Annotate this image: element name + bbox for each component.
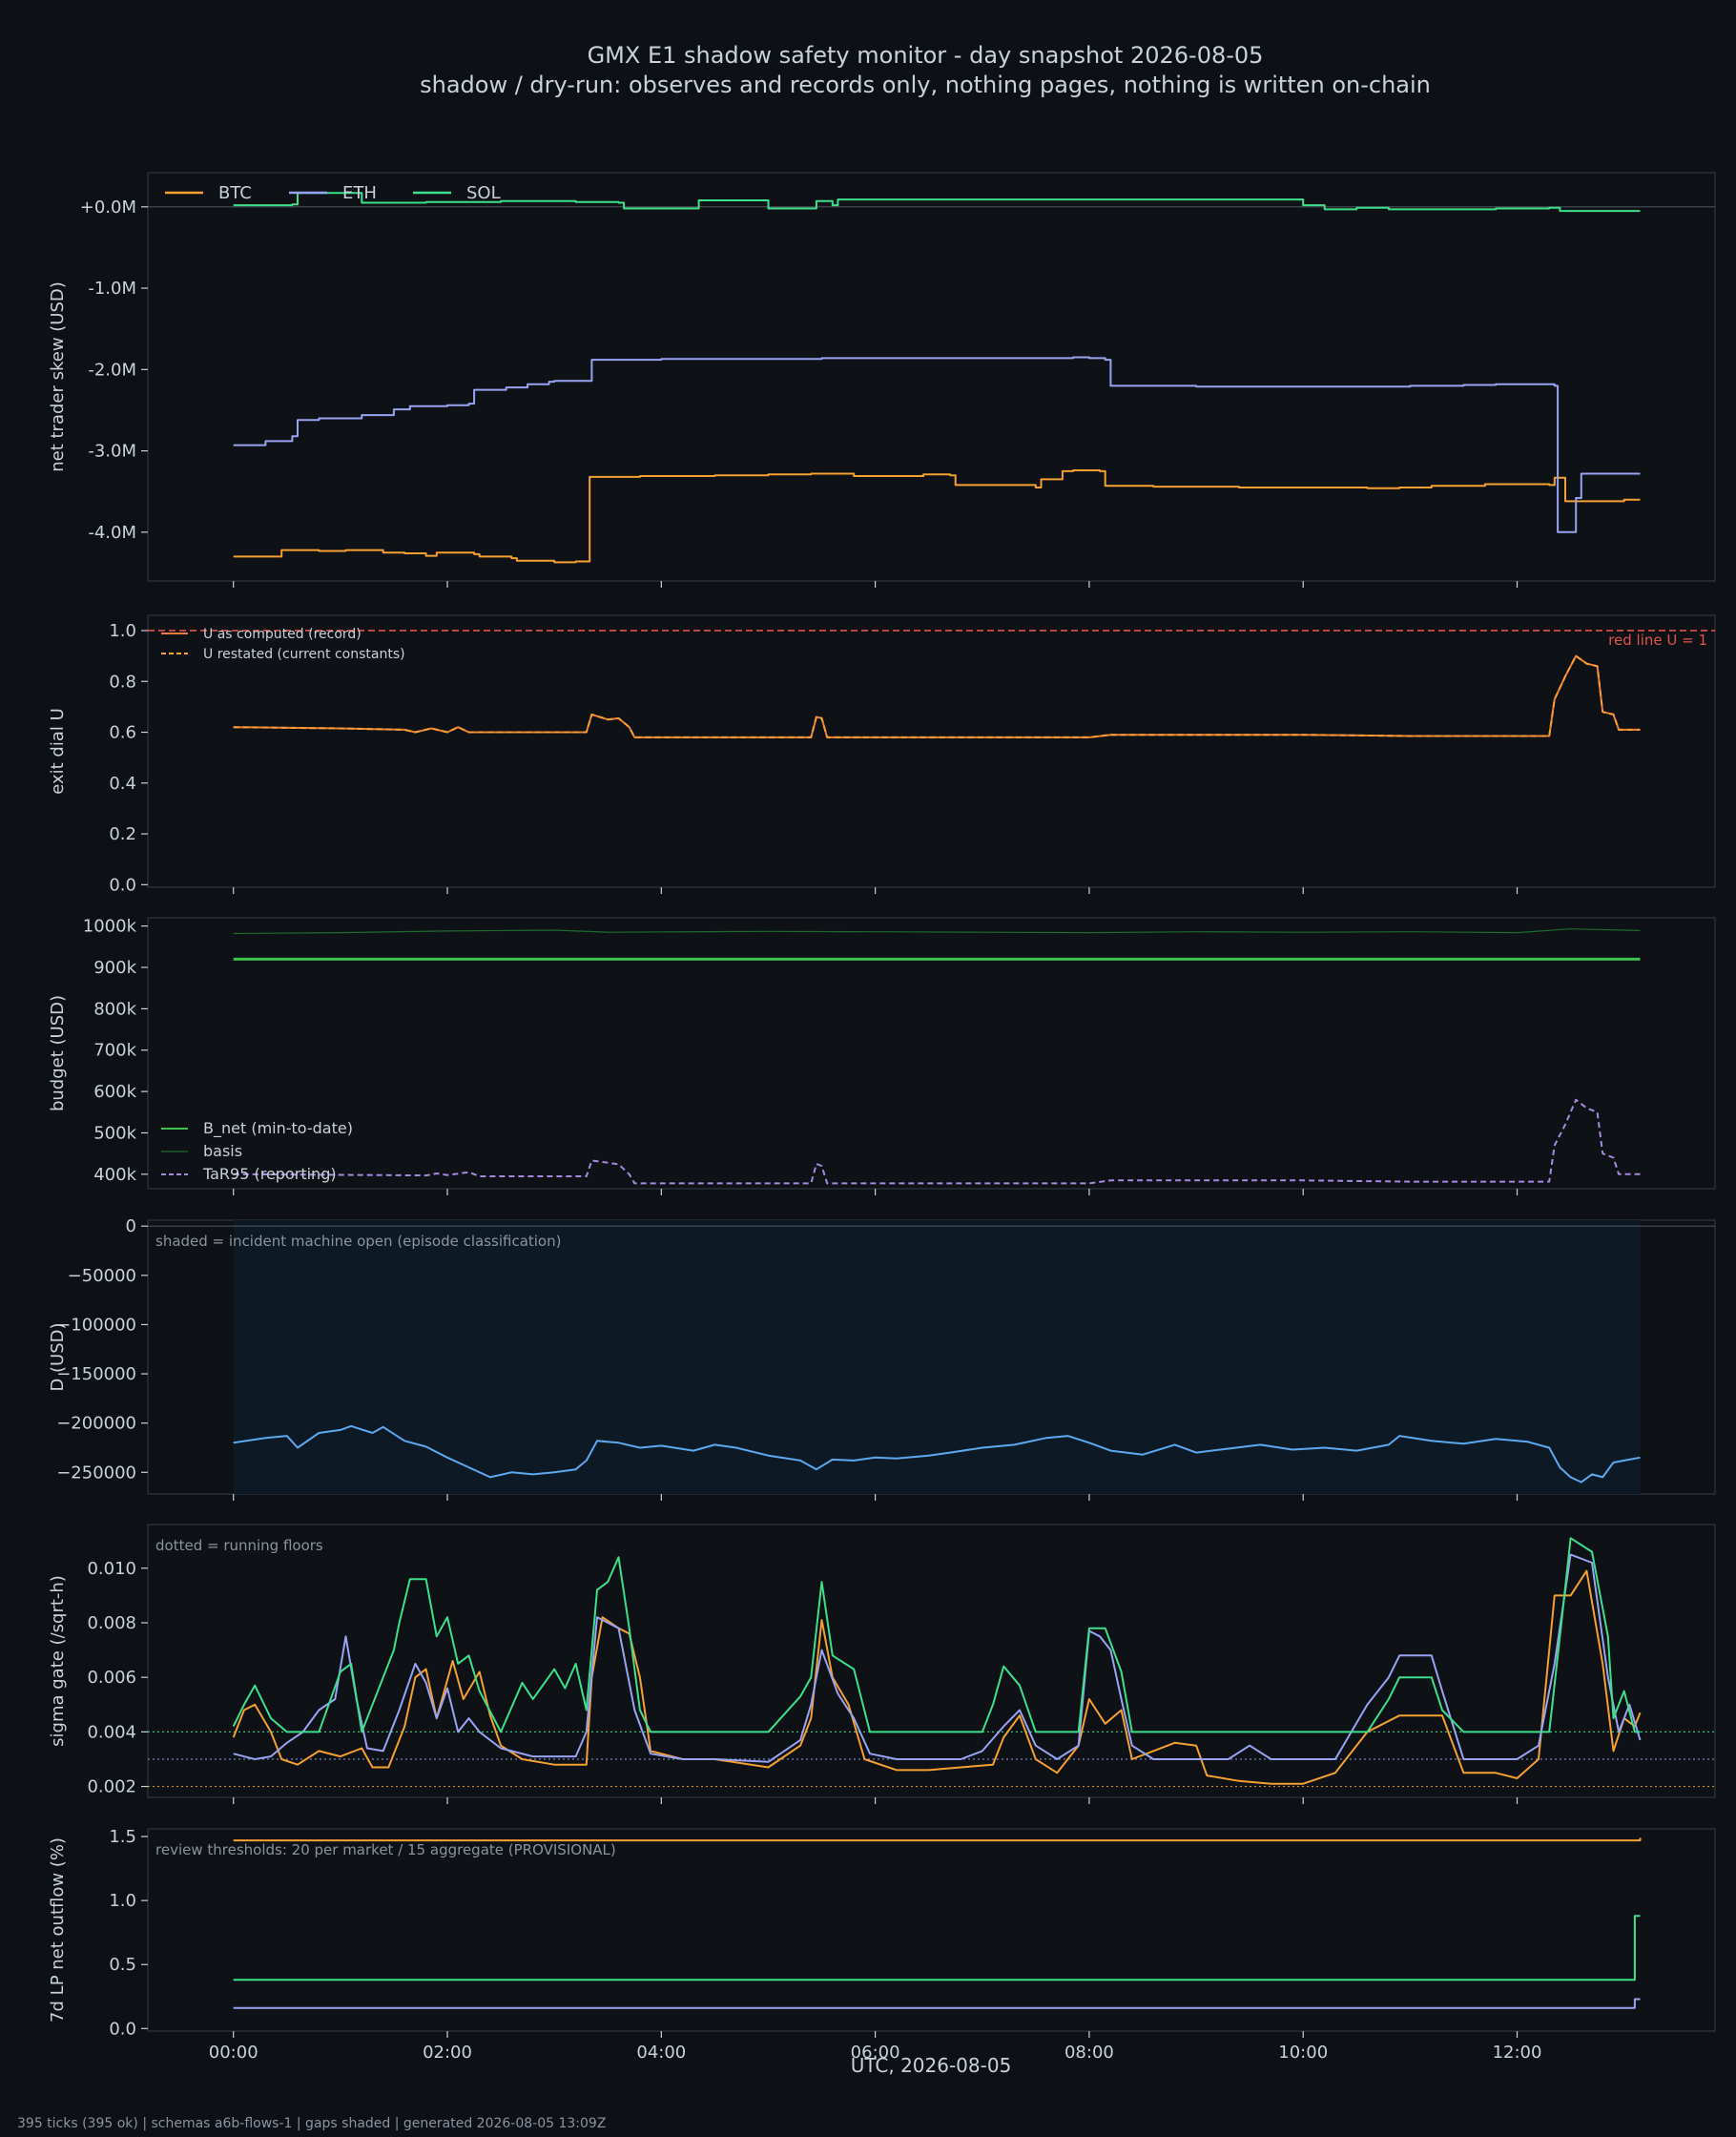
y-tick-label: 0.0 bbox=[109, 875, 136, 895]
series-line-btc bbox=[233, 469, 1641, 564]
incident-shade bbox=[233, 1220, 1641, 1494]
panel-5: 0.002 0.004 0.006 0.008 0.010 sigma gate (/sq… bbox=[48, 1524, 1716, 1804]
panel-6: 0.0 0.5 1.0 1.5 00:00 02:00 04:00 06:00 08:00 10:… bbox=[48, 1827, 1716, 2063]
y-tick-label: 0.002 bbox=[87, 1777, 136, 1797]
x-tick-label: 04:00 bbox=[636, 2043, 686, 2063]
y-axis-label: exit dial U bbox=[48, 708, 68, 795]
chart-title: GMX E1 shadow safety monitor - day snaps… bbox=[588, 42, 1264, 69]
y-tick-label: 0.0 bbox=[109, 2019, 136, 2039]
y-tick-label: −150000 bbox=[56, 1364, 136, 1384]
y-tick-label: 1.0 bbox=[109, 1891, 136, 1911]
y-tick-label: −200000 bbox=[56, 1414, 136, 1434]
panel-1: +0.0M -1.0M -2.0M -3.0M -4.0M net trader skew… bbox=[48, 172, 1716, 588]
series-line-u-restated-current-constants bbox=[233, 654, 1641, 738]
series-line-basis bbox=[233, 928, 1641, 935]
y-tick-label: 0.5 bbox=[109, 1955, 136, 1975]
legend-label: BTC bbox=[218, 183, 252, 203]
plot-area bbox=[147, 917, 1716, 1190]
y-tick-label: 0.004 bbox=[87, 1722, 136, 1742]
legend: U as computed (record) U restated (curren… bbox=[161, 627, 405, 662]
legend: BTC ETH SOL bbox=[165, 183, 501, 203]
y-tick-label: 0.4 bbox=[109, 774, 136, 794]
legend: B_net (min-to-date) basis TaR95 (reporting… bbox=[161, 1119, 353, 1183]
panel-annotation: shaded = incident machine open (episode … bbox=[155, 1233, 561, 1250]
y-axis-label: net trader skew (USD) bbox=[48, 281, 68, 472]
y-tick-label: 600k bbox=[93, 1082, 136, 1102]
y-tick-label: 0.008 bbox=[87, 1613, 136, 1633]
legend-label: ETH bbox=[342, 183, 377, 203]
x-tick-label: 12:00 bbox=[1493, 2043, 1542, 2063]
y-axis-label: D (USD) bbox=[48, 1322, 68, 1391]
plot-area bbox=[147, 172, 1716, 582]
y-tick-label: 1.0 bbox=[109, 621, 136, 641]
y-axis-label: 7d LP net outflow (%) bbox=[48, 1837, 68, 2023]
series-line-sol bbox=[233, 1915, 1641, 1981]
panel-annotation: review thresholds: 20 per market / 15 ag… bbox=[155, 1841, 616, 1858]
panel-2: 0.0 0.2 0.4 0.6 0.8 1.0 exit dial U red line U … bbox=[48, 614, 1716, 895]
y-tick-label: -4.0M bbox=[88, 523, 136, 543]
y-tick-label: 0.6 bbox=[109, 723, 136, 743]
y-tick-label: 1000k bbox=[83, 917, 137, 937]
legend-label: TaR95 (reporting) bbox=[202, 1165, 337, 1183]
y-tick-label: +0.0M bbox=[80, 197, 136, 218]
panel-3: 400k 500k 600k 700k 800k 900k 1000k budget (USD… bbox=[48, 917, 1716, 1195]
y-tick-label: −250000 bbox=[56, 1463, 136, 1483]
footer-text: 395 ticks (395 ok) | schemas a6b-flows-1… bbox=[17, 2116, 606, 2131]
y-tick-label: 1.5 bbox=[109, 1827, 136, 1847]
y-axis-label: sigma gate (/sqrt-h) bbox=[48, 1575, 68, 1747]
y-tick-label: 0.2 bbox=[109, 824, 136, 844]
series-line-btc bbox=[233, 1837, 1642, 1842]
chart-subtitle: shadow / dry-run: observes and records o… bbox=[420, 72, 1431, 98]
series-line-tar95-reporting bbox=[233, 1098, 1641, 1185]
plot-area bbox=[147, 1524, 1716, 1798]
y-tick-label: 0.8 bbox=[109, 672, 136, 692]
series-line-eth bbox=[233, 356, 1641, 533]
y-tick-label: 700k bbox=[93, 1041, 136, 1061]
y-tick-label: −50000 bbox=[68, 1266, 136, 1286]
series-line-btc bbox=[232, 1569, 1642, 1785]
series-line-sol bbox=[232, 1537, 1641, 1733]
y-tick-label: 900k bbox=[93, 958, 136, 978]
x-axis-label: UTC, 2026-08-05 bbox=[851, 2054, 1012, 2077]
legend-label: basis bbox=[203, 1142, 242, 1160]
plot-area bbox=[147, 614, 1716, 888]
x-tick-label: 10:00 bbox=[1278, 2043, 1328, 2063]
y-axis-label: budget (USD) bbox=[48, 995, 68, 1111]
y-tick-label: 0.006 bbox=[87, 1668, 136, 1688]
series-line-eth bbox=[233, 1553, 1642, 1763]
x-tick-label: 06:00 bbox=[851, 2043, 900, 2063]
y-tick-label: 0.010 bbox=[87, 1559, 136, 1579]
panel-annotation: dotted = running floors bbox=[155, 1537, 323, 1554]
panel-4: 0 −50000 −100000 −150000 −200000 −250000 D (US… bbox=[48, 1216, 1716, 1501]
y-tick-label: 500k bbox=[93, 1123, 136, 1143]
panels: +0.0M -1.0M -2.0M -3.0M -4.0M net trader skew… bbox=[48, 172, 1716, 2063]
y-tick-label: -1.0M bbox=[88, 279, 136, 299]
y-tick-label: 0 bbox=[126, 1216, 136, 1236]
y-tick-label: -3.0M bbox=[88, 442, 136, 462]
y-tick-label: 400k bbox=[93, 1165, 136, 1185]
legend-label: B_net (min-to-date) bbox=[203, 1119, 353, 1138]
x-tick-label: 08:00 bbox=[1064, 2043, 1114, 2063]
legend-label: U restated (current constants) bbox=[203, 647, 405, 662]
series-line-sol bbox=[233, 192, 1641, 213]
legend-label: SOL bbox=[466, 183, 501, 203]
y-tick-label: 800k bbox=[93, 999, 136, 1019]
legend-label: U as computed (record) bbox=[203, 627, 362, 642]
y-tick-label: -2.0M bbox=[88, 360, 136, 380]
red-line-label: red line U = 1 bbox=[1608, 632, 1707, 649]
x-tick-label: 02:00 bbox=[423, 2043, 472, 2063]
series-line-eth bbox=[233, 1998, 1641, 2009]
series-line-d bbox=[233, 1424, 1641, 1483]
plot-area bbox=[147, 1828, 1716, 2032]
y-tick-label: −100000 bbox=[56, 1315, 136, 1335]
x-tick-label: 00:00 bbox=[209, 2043, 258, 2063]
